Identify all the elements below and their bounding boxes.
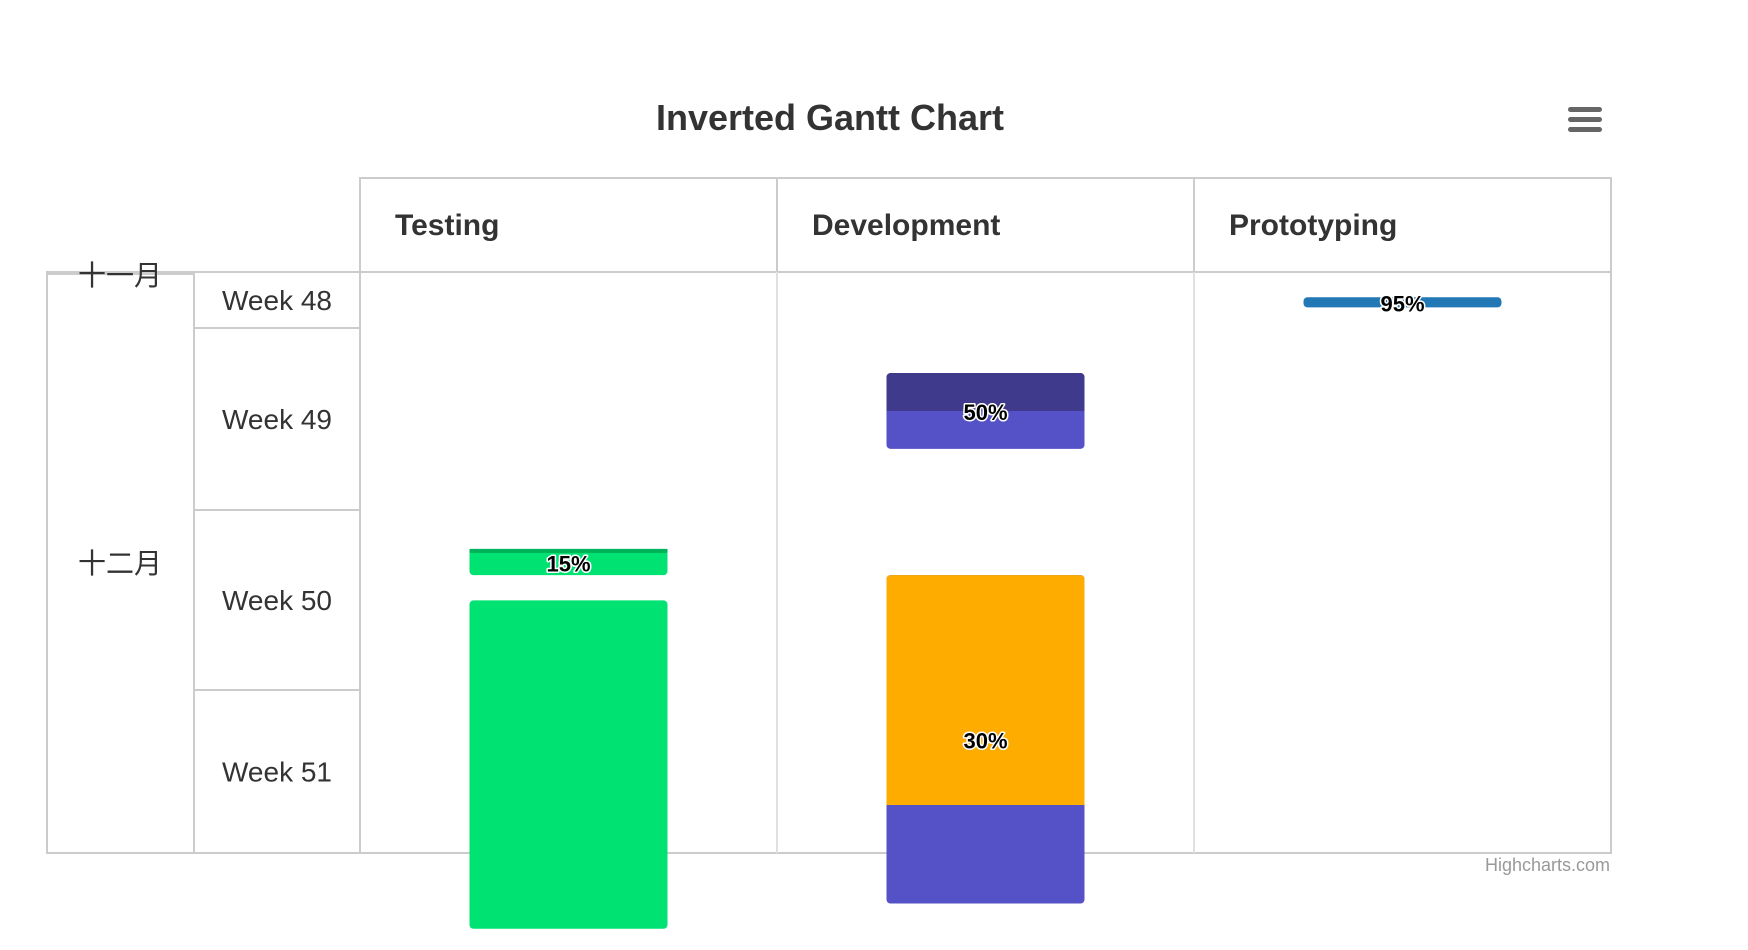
- task-progress-label: 95%: [1380, 291, 1424, 316]
- task-bar-development[interactable]: 50%: [886, 373, 1085, 449]
- week-label: Week 50: [222, 585, 332, 616]
- chart-title: Inverted Gantt Chart: [656, 97, 1004, 138]
- month-label: 十二月: [78, 547, 162, 580]
- task-bar-testing[interactable]: [469, 600, 668, 929]
- task-progress: [886, 575, 1085, 806]
- task-bars: 95% 50% 15% 30%: [469, 290, 1502, 929]
- task-progress-label: 15%: [546, 552, 590, 577]
- task-progress-label: 30%: [963, 728, 1007, 753]
- column-headers: Testing Development Prototyping: [395, 209, 1397, 242]
- task-bar-prototyping[interactable]: 95%: [1303, 290, 1502, 318]
- column-header-development: Development: [812, 209, 1000, 242]
- task-bar-testing[interactable]: 15%: [469, 548, 668, 578]
- month-label: 十一月: [78, 259, 162, 292]
- task-bar-development[interactable]: 30%: [886, 575, 1085, 904]
- week-label: Week 49: [222, 404, 332, 435]
- column-header-prototyping: Prototyping: [1229, 209, 1397, 242]
- task-progress-label: 50%: [963, 400, 1007, 425]
- week-label: Week 51: [222, 757, 332, 788]
- column-header-testing: Testing: [395, 209, 499, 242]
- task-progress: [886, 373, 1085, 411]
- hamburger-menu-icon[interactable]: [1560, 100, 1610, 140]
- week-label: Week 48: [222, 285, 332, 316]
- credits-link[interactable]: Highcharts.com: [1485, 855, 1610, 875]
